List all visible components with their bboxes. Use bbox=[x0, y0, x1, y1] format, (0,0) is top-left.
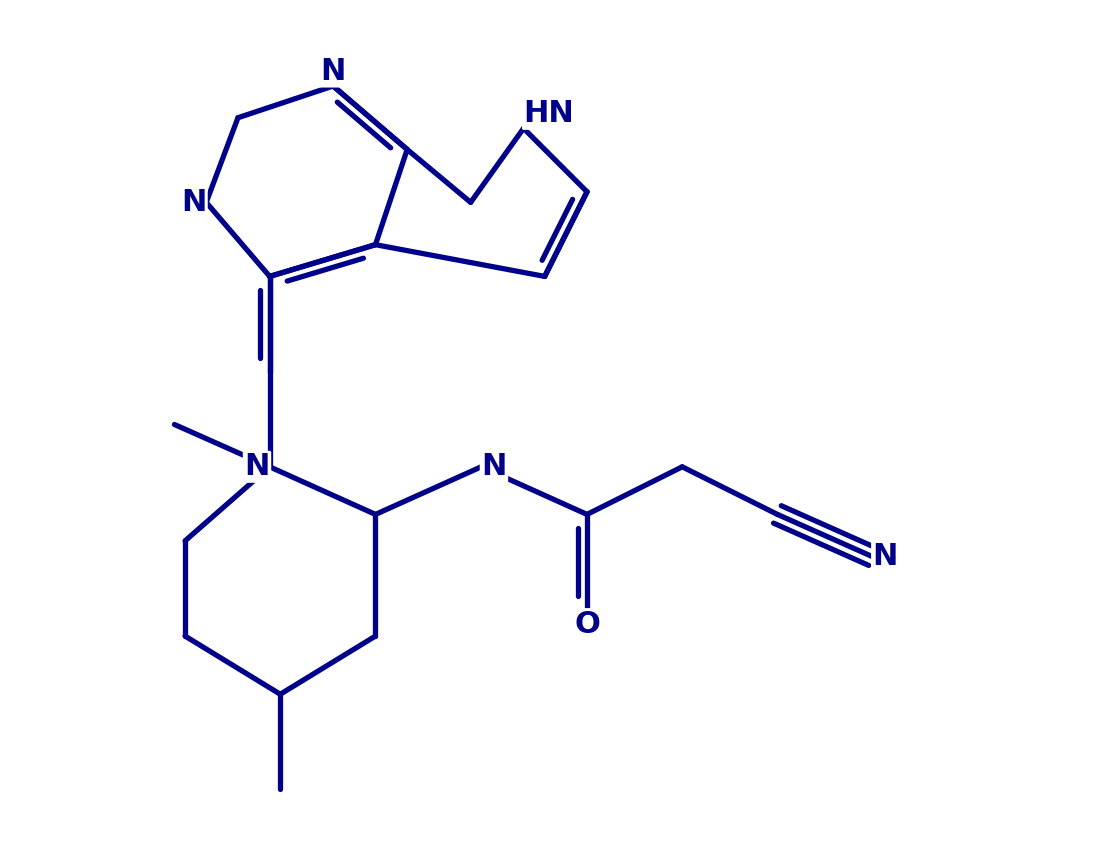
Text: N: N bbox=[180, 188, 206, 216]
Text: N: N bbox=[244, 453, 270, 481]
Text: N: N bbox=[481, 453, 507, 481]
Text: O: O bbox=[574, 610, 600, 638]
Text: HN: HN bbox=[524, 99, 574, 128]
Text: N: N bbox=[320, 57, 345, 86]
Text: N: N bbox=[872, 543, 898, 571]
